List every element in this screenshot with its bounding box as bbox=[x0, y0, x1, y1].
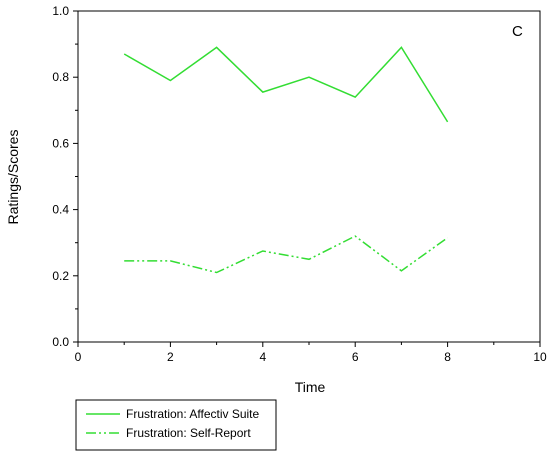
legend-label-self-report: Frustration: Self-Report bbox=[126, 426, 251, 440]
legend: Frustration: Affectiv Suite Frustration:… bbox=[75, 399, 277, 451]
x-tick-label: 10 bbox=[533, 350, 547, 364]
y-tick-label: 1.0 bbox=[52, 4, 69, 18]
y-axis-title: Ratings/Scores bbox=[5, 130, 21, 225]
series-line-affectiv-suite bbox=[123, 46, 449, 123]
legend-label-affectiv: Frustration: Affectiv Suite bbox=[126, 407, 259, 421]
plot-area: 0 2 4 6 8 10 0.0 0.2 0.4 0.6 0.8 1.0 bbox=[52, 4, 547, 364]
y-tick-label: 0.2 bbox=[52, 269, 69, 283]
x-tick-label: 2 bbox=[167, 350, 174, 364]
y-tick-label: 0.4 bbox=[52, 203, 69, 217]
x-tick-label: 6 bbox=[352, 350, 359, 364]
x-tick-label: 0 bbox=[75, 350, 82, 364]
plot-frame bbox=[77, 10, 541, 343]
series-line-self-report bbox=[124, 235, 449, 274]
y-tick-label: 0.0 bbox=[52, 335, 69, 349]
y-tick-label: 0.8 bbox=[52, 70, 69, 84]
x-tick-label: 8 bbox=[444, 350, 451, 364]
legend-box bbox=[75, 399, 277, 451]
panel-label: C bbox=[512, 23, 523, 40]
y-tick-label: 0.6 bbox=[52, 136, 69, 150]
x-axis-title: Time bbox=[295, 379, 326, 395]
series-layer bbox=[123, 46, 449, 274]
x-tick-label: 4 bbox=[259, 350, 266, 364]
